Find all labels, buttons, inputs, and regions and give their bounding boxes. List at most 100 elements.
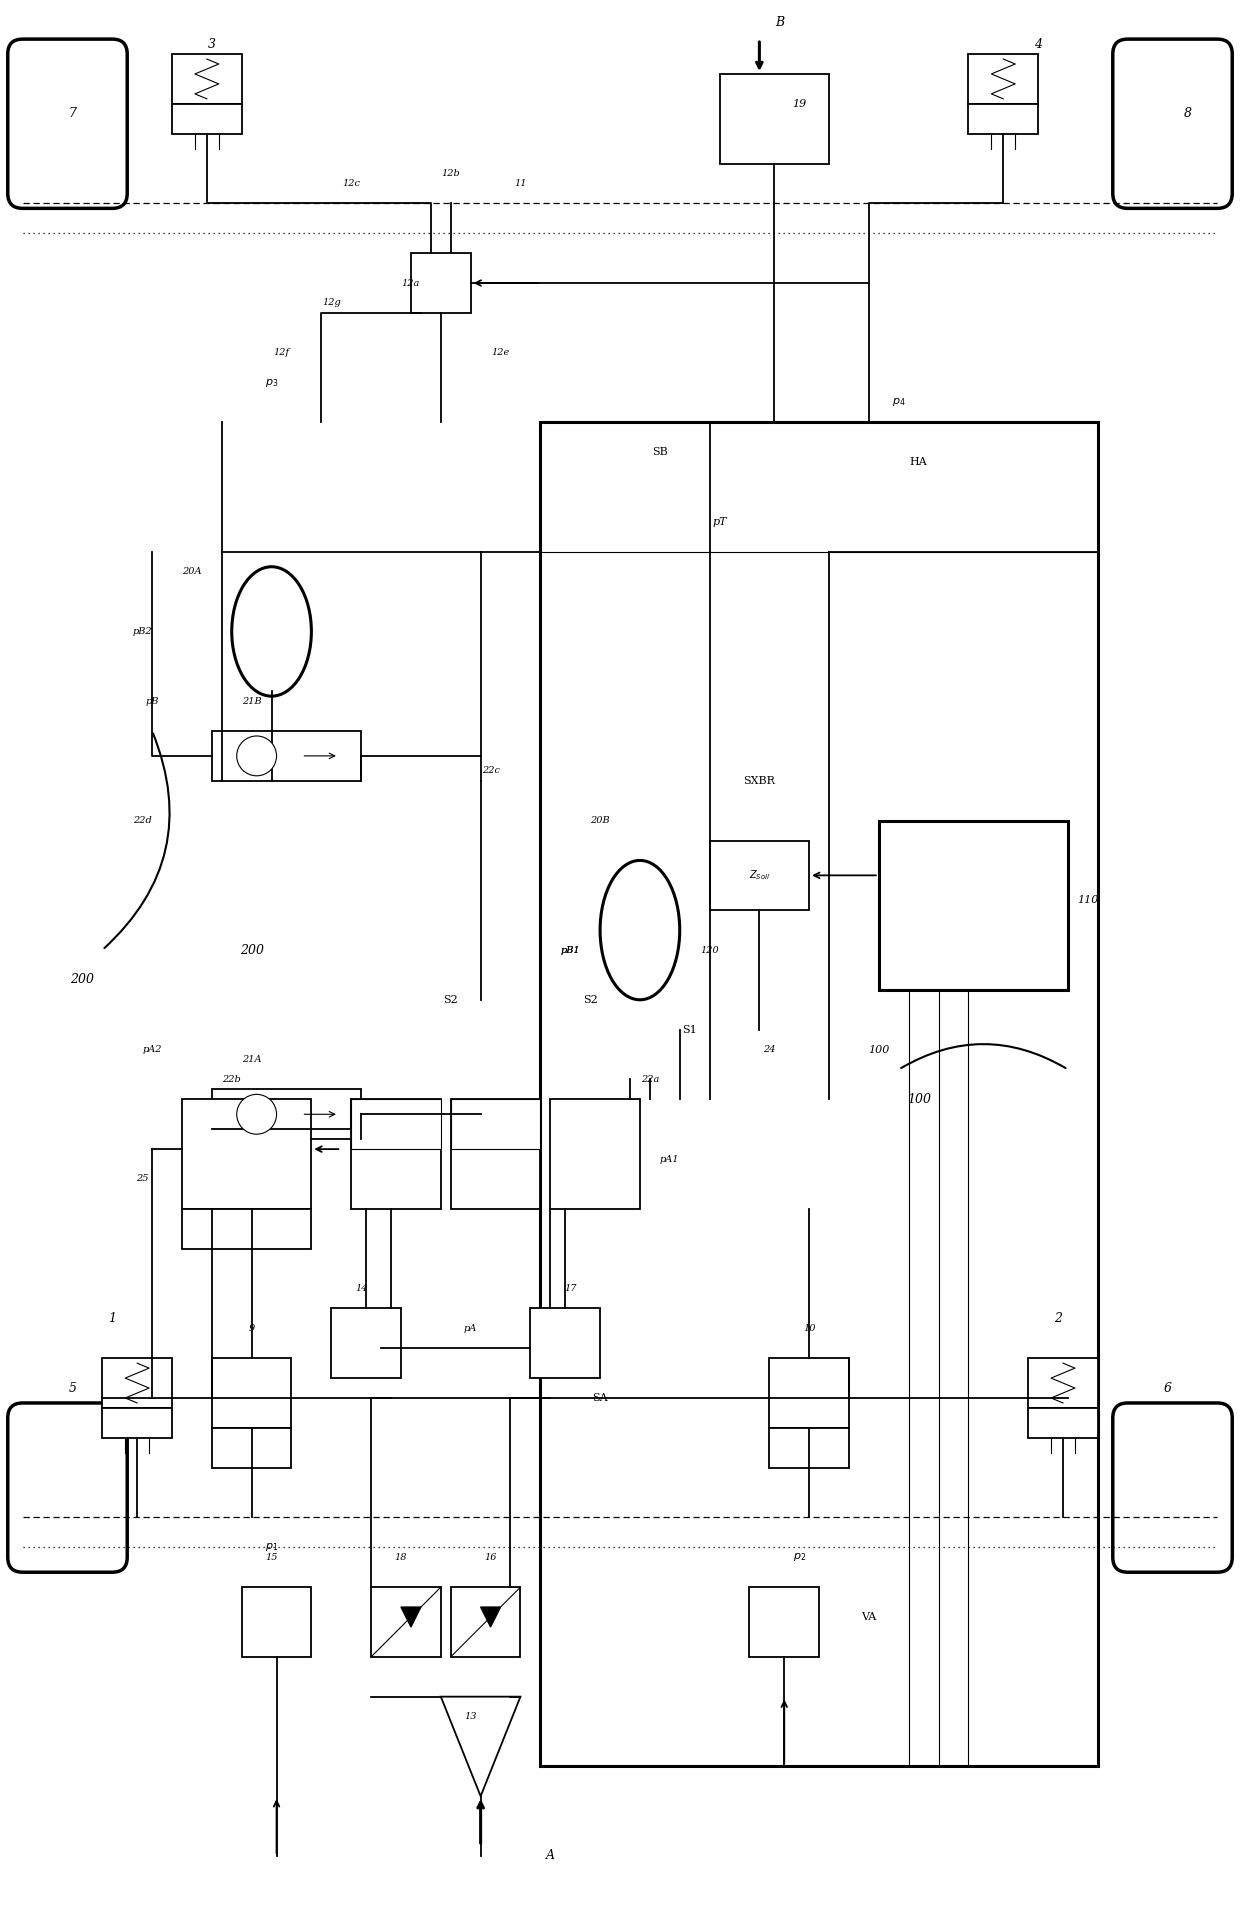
Bar xyxy=(879,820,1068,990)
Text: 7: 7 xyxy=(68,107,77,120)
Text: 12g: 12g xyxy=(322,297,341,307)
Polygon shape xyxy=(401,1608,420,1627)
FancyBboxPatch shape xyxy=(1112,40,1233,208)
FancyBboxPatch shape xyxy=(7,1404,128,1571)
Text: pA1: pA1 xyxy=(660,1154,680,1163)
Bar xyxy=(968,53,1038,103)
Bar xyxy=(451,1098,541,1150)
Text: 5: 5 xyxy=(68,1381,77,1394)
Text: 13: 13 xyxy=(465,1712,477,1720)
Text: 25: 25 xyxy=(136,1175,149,1184)
Text: pA: pA xyxy=(464,1323,477,1333)
Text: pT: pT xyxy=(712,517,727,526)
Text: B: B xyxy=(775,15,784,29)
Text: 8: 8 xyxy=(1183,107,1192,120)
Bar xyxy=(1028,1358,1097,1407)
Bar xyxy=(709,841,810,910)
Text: pB: pB xyxy=(145,696,159,706)
Circle shape xyxy=(237,736,277,776)
Text: 20B: 20B xyxy=(590,816,610,826)
Text: 6: 6 xyxy=(1163,1381,1172,1394)
Text: 22a: 22a xyxy=(641,1076,658,1083)
Text: S1: S1 xyxy=(682,1024,697,1036)
Text: S2: S2 xyxy=(583,995,598,1005)
Text: 16: 16 xyxy=(485,1552,497,1562)
Bar xyxy=(172,53,242,103)
Text: 21A: 21A xyxy=(242,1055,262,1064)
Bar xyxy=(531,1308,600,1379)
Text: 15: 15 xyxy=(265,1552,278,1562)
Text: 9: 9 xyxy=(248,1323,254,1333)
Text: $p_2$: $p_2$ xyxy=(792,1550,806,1564)
Text: SA: SA xyxy=(593,1392,608,1404)
Text: 12a: 12a xyxy=(402,278,420,288)
Text: VA: VA xyxy=(862,1611,877,1623)
Text: $p_3$: $p_3$ xyxy=(265,376,278,389)
Text: $p_4$: $p_4$ xyxy=(892,397,905,408)
Text: SXBR: SXBR xyxy=(744,776,775,786)
Bar xyxy=(351,1098,440,1150)
Bar xyxy=(212,1089,361,1138)
Text: 2: 2 xyxy=(1054,1312,1061,1325)
Text: 14: 14 xyxy=(355,1283,367,1293)
Bar xyxy=(182,1209,311,1249)
Bar xyxy=(719,74,830,164)
Bar xyxy=(551,1098,640,1209)
Bar xyxy=(769,1428,849,1468)
Bar xyxy=(410,254,471,313)
Bar xyxy=(331,1308,401,1379)
Bar xyxy=(103,1358,172,1407)
Ellipse shape xyxy=(232,566,311,696)
Text: 12e: 12e xyxy=(491,349,510,357)
Text: $Z_{Soll}$: $Z_{Soll}$ xyxy=(749,868,770,883)
Text: pA2: pA2 xyxy=(143,1045,162,1055)
Bar xyxy=(749,1587,820,1657)
FancyBboxPatch shape xyxy=(7,40,128,208)
Text: S2: S2 xyxy=(444,995,458,1005)
Text: 4: 4 xyxy=(1034,38,1042,51)
Bar xyxy=(212,1428,291,1468)
Circle shape xyxy=(237,1095,277,1135)
Bar xyxy=(212,1358,291,1428)
Text: 10: 10 xyxy=(802,1323,816,1333)
Text: 1: 1 xyxy=(108,1312,117,1325)
Bar xyxy=(242,1587,311,1657)
FancyBboxPatch shape xyxy=(1112,1404,1233,1571)
Text: A: A xyxy=(546,1850,554,1863)
Ellipse shape xyxy=(600,860,680,999)
Text: pB1: pB1 xyxy=(560,946,580,955)
Text: 22c: 22c xyxy=(481,767,500,776)
Text: pB2: pB2 xyxy=(133,627,153,635)
Text: 24: 24 xyxy=(763,1045,775,1055)
Text: HA: HA xyxy=(910,458,928,467)
Text: 110: 110 xyxy=(1078,894,1099,906)
Bar xyxy=(103,1407,172,1438)
Bar xyxy=(351,1098,440,1209)
Text: 21B: 21B xyxy=(242,696,262,706)
Text: 200: 200 xyxy=(71,973,94,986)
Bar xyxy=(968,103,1038,133)
Bar xyxy=(212,730,361,780)
Text: SB: SB xyxy=(652,448,667,458)
Text: 20A: 20A xyxy=(182,566,202,576)
Bar xyxy=(182,1098,311,1209)
Bar xyxy=(1028,1407,1097,1438)
Text: 12f: 12f xyxy=(274,349,290,357)
Text: 12c: 12c xyxy=(342,179,360,189)
Text: 17: 17 xyxy=(564,1283,577,1293)
Text: 12b: 12b xyxy=(441,170,460,177)
Bar xyxy=(371,1587,440,1657)
Bar xyxy=(541,421,1097,1766)
Text: 100: 100 xyxy=(906,1093,931,1106)
Text: $p_1$: $p_1$ xyxy=(265,1541,278,1554)
Text: 120: 120 xyxy=(701,946,719,955)
Bar xyxy=(172,103,242,133)
Text: pB1: pB1 xyxy=(560,946,580,955)
Polygon shape xyxy=(440,1697,521,1796)
Text: 22b: 22b xyxy=(222,1076,241,1083)
Text: 11: 11 xyxy=(515,179,527,189)
Text: 100: 100 xyxy=(868,1045,889,1055)
Text: 3: 3 xyxy=(208,38,216,51)
Bar xyxy=(769,1358,849,1428)
Polygon shape xyxy=(481,1608,501,1627)
